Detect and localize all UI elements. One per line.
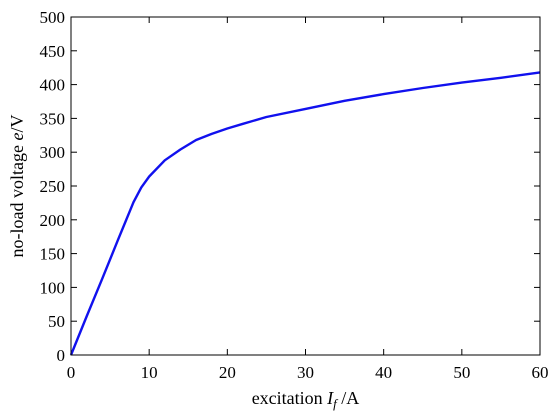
y-tick-label: 250 xyxy=(40,177,66,196)
x-axis-label-subscript: f xyxy=(333,396,339,411)
y-axis-label-prefix: no-load voltage xyxy=(7,141,27,258)
y-axis-label: no-load voltage e/V xyxy=(7,115,27,258)
y-tick-label: 0 xyxy=(57,346,66,365)
y-tick-label: 100 xyxy=(40,278,66,297)
series-line xyxy=(69,71,541,356)
y-axis-label-suffix: /V xyxy=(7,115,27,133)
y-tick-label: 200 xyxy=(40,211,66,230)
y-tick-label: 350 xyxy=(40,109,66,128)
x-axis-label: excitation If /A xyxy=(252,388,360,411)
series-layer xyxy=(69,71,541,356)
y-tick-label: 150 xyxy=(40,245,66,264)
x-tick-label: 50 xyxy=(453,363,470,382)
x-tick-label: 20 xyxy=(219,363,236,382)
y-axis-label-variable: e xyxy=(7,133,27,141)
plot-frame xyxy=(70,16,541,356)
y-axis-ticks: 0 50 100 150 200 250 300 350 400 450 500 xyxy=(40,8,540,365)
x-axis-label-suffix: /A xyxy=(337,388,360,408)
x-axis-label-prefix: excitation xyxy=(252,388,327,408)
x-axis-label-variable: I xyxy=(326,388,334,408)
x-tick-label: 30 xyxy=(297,363,314,382)
x-tick-label: 0 xyxy=(67,363,76,382)
x-tick-label: 10 xyxy=(141,363,158,382)
x-axis-ticks: 0 10 20 30 40 50 60 xyxy=(67,17,549,382)
y-tick-label: 300 xyxy=(40,143,66,162)
y-tick-label: 450 xyxy=(40,42,66,61)
y-tick-label: 500 xyxy=(40,8,66,27)
x-tick-label: 40 xyxy=(375,363,392,382)
x-tick-label: 60 xyxy=(532,363,549,382)
y-tick-label: 50 xyxy=(48,312,65,331)
y-tick-label: 400 xyxy=(40,76,66,95)
